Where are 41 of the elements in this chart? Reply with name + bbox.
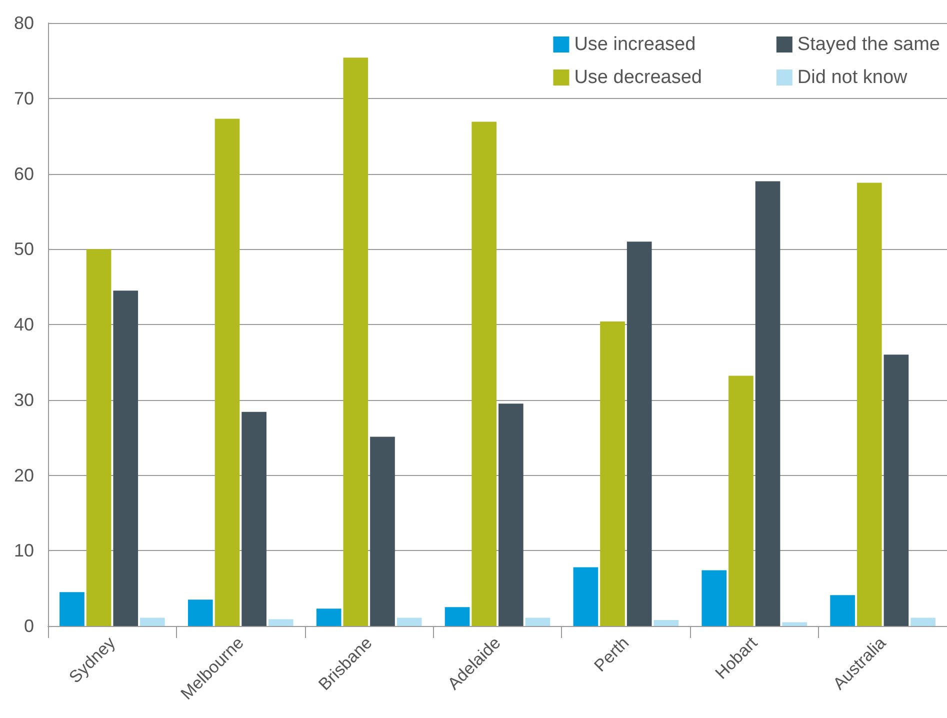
bar: [782, 622, 808, 626]
legend-label: Stayed the same: [797, 34, 940, 55]
bar: [498, 404, 524, 626]
bar: [884, 354, 909, 626]
bar: [654, 620, 679, 626]
bar: [60, 592, 84, 626]
y-tick-label: 70: [14, 88, 34, 108]
bar: [856, 182, 882, 626]
bar: [268, 619, 294, 626]
bar: [755, 181, 780, 626]
y-tick-label: 20: [14, 465, 34, 486]
y-tick-label: 30: [14, 390, 34, 410]
bar: [86, 249, 112, 626]
y-tick-label: 50: [14, 239, 34, 260]
y-tick-label: 0: [24, 616, 34, 636]
bar: [573, 567, 598, 626]
y-tick-label: 10: [14, 540, 34, 561]
bar: [113, 290, 138, 626]
bar: [702, 570, 727, 626]
bar: [626, 242, 652, 626]
legend-label: Did not know: [797, 67, 908, 88]
bar: [242, 412, 266, 626]
y-tick-label: 80: [14, 13, 34, 33]
bar: [188, 600, 213, 626]
y-tick-label: 60: [14, 164, 34, 184]
bar: [525, 618, 550, 626]
bar: [140, 618, 165, 626]
bar: [600, 321, 625, 626]
bar: [370, 436, 395, 626]
bar: [396, 618, 422, 626]
legend-label: Use decreased: [574, 67, 702, 88]
bar: [830, 595, 855, 626]
bar: [910, 618, 936, 626]
bar: [214, 118, 240, 626]
bar: [444, 607, 470, 626]
bar: [472, 122, 497, 626]
bar: [728, 376, 754, 626]
bar: [316, 608, 342, 626]
bar: [343, 58, 368, 626]
y-tick-label: 40: [14, 314, 34, 334]
legend-label: Use increased: [574, 34, 696, 55]
